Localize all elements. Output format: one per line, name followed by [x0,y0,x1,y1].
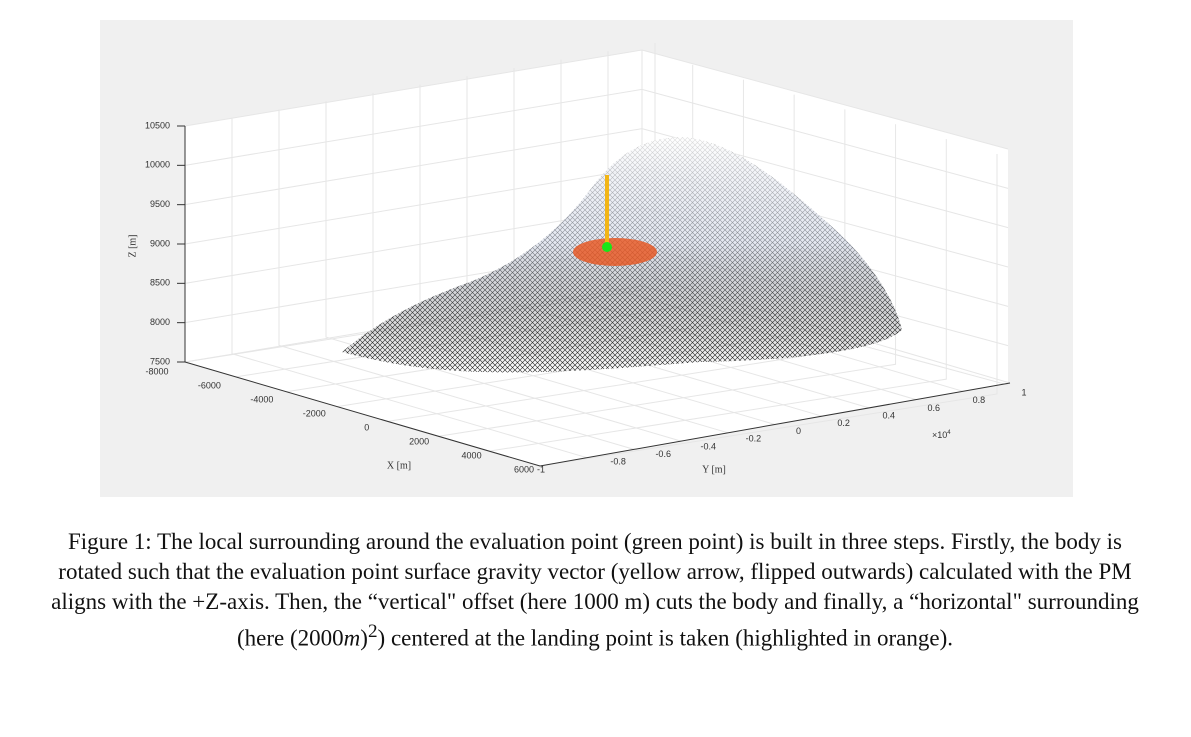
y-tick-label: 0.2 [837,418,850,428]
caption-variable: m [343,625,361,651]
evaluation-point [602,242,612,252]
caption-close: ) [360,625,368,651]
z-tick-label: 9000 [150,238,170,248]
y-multiplier: ×104 [932,430,951,441]
y-tick-label: 0.4 [882,410,895,420]
z-tick-label: 10500 [145,120,170,130]
y-tick-label: 1 [1021,387,1026,397]
x-tick-label: 4000 [462,450,482,460]
y-tick-label: -0.6 [655,449,671,459]
z-tick-label: 8500 [150,278,170,288]
multiplier-power: 4 [947,430,951,436]
x-tick-label: -6000 [198,380,221,390]
z-tick-label: 9500 [150,199,170,209]
caption-text: ) centered at the landing point is taken… [377,625,953,651]
z-tick-label: 8000 [150,317,170,327]
orange-surrounding [573,238,657,266]
grid-line [231,117,588,459]
x-axis-label: X [m] [387,460,411,471]
caption-text: Figure 1: The local surrounding around t… [51,529,1139,651]
y-tick-label: 0 [796,426,801,436]
z-tick-label: 10000 [145,160,170,170]
x-tick-label: -8000 [145,366,168,376]
y-tick-label: -0.8 [610,457,626,467]
x-tick-label: 6000 [514,464,534,474]
multiplier-base: ×10 [932,430,947,440]
z-tick-label: 7500 [150,356,170,366]
grid-line [438,124,897,437]
caption-exponent: 2 [367,621,378,642]
x-tick-label: -4000 [250,394,273,404]
grid-line [539,154,998,467]
y-axis-label: Y [m] [702,464,726,475]
y-tick-label: -0.4 [701,441,717,451]
x-tick-label: -2000 [303,408,326,418]
x-tick-label: 2000 [409,436,429,446]
figure: Z [m] X [m] Y [m] ×104 7500 8000 8500 9000 9… [100,20,1073,497]
grid-line [278,109,635,450]
grid-line [489,139,947,452]
caption: Figure 1: The local surrounding around t… [40,527,1150,654]
grid-line [325,101,682,442]
z-axis-label: Z [m] [127,234,138,257]
y-tick-label: 0.8 [973,395,986,405]
y-tick-label: -0.2 [746,434,762,444]
y-tick-label: 0.6 [928,403,941,413]
x-tick-label: 0 [364,422,369,432]
y-tick-label: -1 [537,464,545,474]
